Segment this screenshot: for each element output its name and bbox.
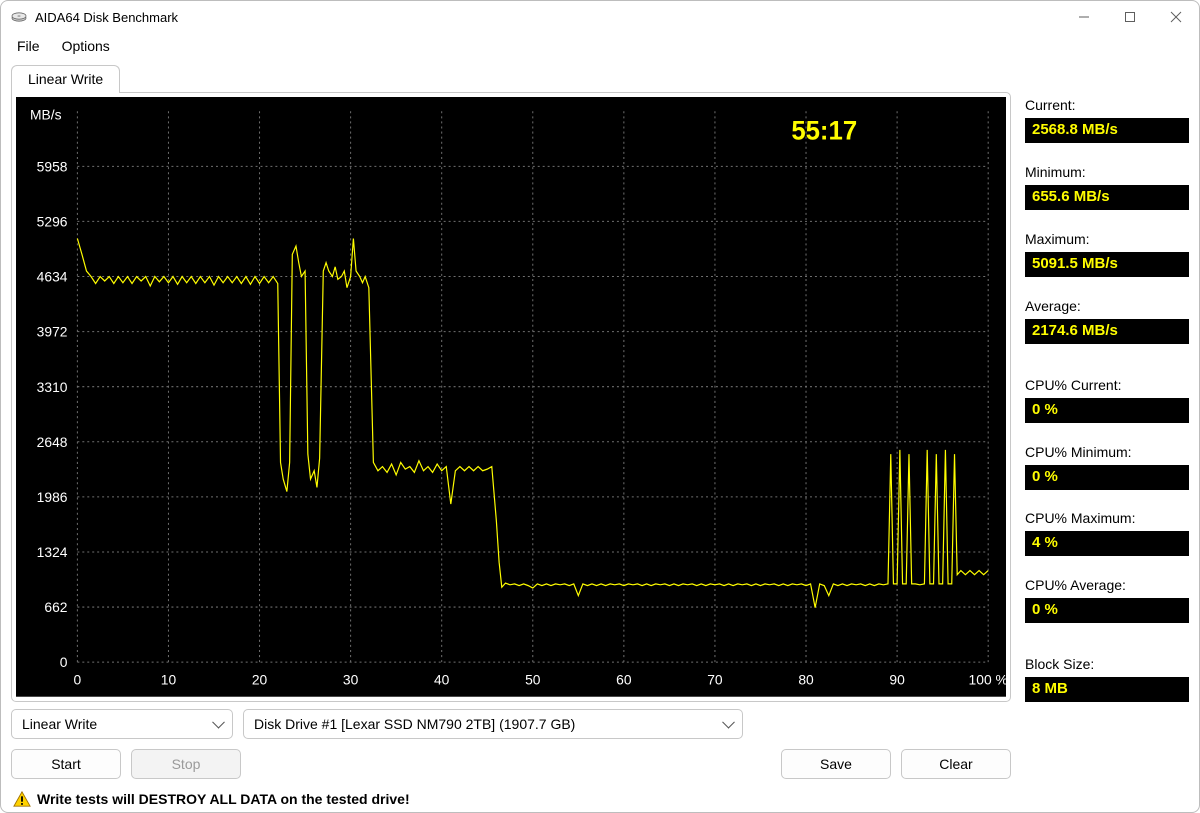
stat-cpu-maximum-label: CPU% Maximum:	[1025, 509, 1189, 527]
svg-text:0: 0	[74, 672, 82, 688]
svg-text:90: 90	[889, 672, 905, 688]
close-button[interactable]	[1153, 1, 1199, 33]
warning-text: Write tests will DESTROY ALL DATA on the…	[37, 791, 410, 807]
stat-cpu-minimum-label: CPU% Minimum:	[1025, 443, 1189, 461]
menu-file[interactable]: File	[7, 36, 50, 56]
start-button[interactable]: Start	[11, 749, 121, 779]
stats-panel: Current: 2568.8 MB/s Minimum: 655.6 MB/s…	[1025, 64, 1189, 702]
svg-text:1324: 1324	[37, 544, 68, 560]
stat-average-value: 2174.6 MB/s	[1025, 319, 1189, 344]
clear-button[interactable]: Clear	[901, 749, 1011, 779]
controls-row: Linear Write Disk Drive #1 [Lexar SSD NM…	[11, 702, 1189, 786]
titlebar[interactable]: AIDA64 Disk Benchmark	[1, 1, 1199, 33]
svg-text:70: 70	[707, 672, 723, 688]
stat-cpu-minimum-value: 0 %	[1025, 465, 1189, 490]
stat-minimum-value: 655.6 MB/s	[1025, 185, 1189, 210]
warning-bar: Write tests will DESTROY ALL DATA on the…	[11, 786, 1189, 812]
svg-text:55:17: 55:17	[791, 116, 857, 146]
stat-cpu-average-label: CPU% Average:	[1025, 576, 1189, 594]
svg-text:5958: 5958	[37, 159, 68, 175]
stat-cpu-maximum-value: 4 %	[1025, 531, 1189, 556]
stat-minimum-label: Minimum:	[1025, 163, 1189, 181]
stat-current-label: Current:	[1025, 96, 1189, 114]
svg-text:0: 0	[60, 654, 68, 670]
svg-text:3972: 3972	[37, 324, 68, 340]
menu-options[interactable]: Options	[52, 36, 120, 56]
menubar: File Options	[1, 33, 1199, 58]
stat-maximum-value: 5091.5 MB/s	[1025, 252, 1189, 277]
save-button[interactable]: Save	[781, 749, 891, 779]
svg-text:40: 40	[434, 672, 450, 688]
svg-text:80: 80	[798, 672, 814, 688]
window-frame: AIDA64 Disk Benchmark File Options Linea…	[0, 0, 1200, 813]
stat-cpu-average-value: 0 %	[1025, 598, 1189, 623]
stop-button[interactable]: Stop	[131, 749, 241, 779]
svg-text:1986: 1986	[37, 489, 68, 505]
chart-zone: Linear Write 0 662 1324 1986 2648 3310 3972 463…	[11, 64, 1011, 702]
benchmark-chart: 0 662 1324 1986 2648 3310 3972 4634 5296 5958 0 10 2…	[16, 97, 1006, 697]
svg-text:3310: 3310	[37, 379, 68, 395]
client-area: Linear Write 0 662 1324 1986 2648 3310 3972 463…	[1, 58, 1199, 812]
svg-text:MB/s: MB/s	[30, 106, 62, 122]
svg-text:50: 50	[525, 672, 541, 688]
svg-text:60: 60	[616, 672, 632, 688]
stat-block-size-label: Block Size:	[1025, 655, 1189, 673]
stat-cpu-current-value: 0 %	[1025, 398, 1189, 423]
stat-current-value: 2568.8 MB/s	[1025, 118, 1189, 143]
svg-text:20: 20	[252, 672, 268, 688]
test-type-select[interactable]: Linear Write	[11, 709, 233, 739]
stat-cpu-current-label: CPU% Current:	[1025, 376, 1189, 394]
svg-text:2648: 2648	[37, 434, 68, 450]
svg-text:10: 10	[161, 672, 177, 688]
tab-linear-write[interactable]: Linear Write	[11, 65, 120, 93]
tabstrip: Linear Write	[11, 64, 1011, 92]
app-icon	[11, 9, 27, 25]
stat-block-size-value: 8 MB	[1025, 677, 1189, 702]
warning-icon	[13, 790, 31, 808]
svg-text:662: 662	[44, 599, 67, 615]
window-title: AIDA64 Disk Benchmark	[35, 10, 178, 25]
drive-select[interactable]: Disk Drive #1 [Lexar SSD NM790 2TB] (190…	[243, 709, 743, 739]
svg-text:5296: 5296	[37, 214, 68, 230]
stat-average-label: Average:	[1025, 297, 1189, 315]
svg-text:4634: 4634	[37, 269, 68, 285]
svg-text:100 %: 100 %	[969, 672, 1006, 688]
minimize-button[interactable]	[1061, 1, 1107, 33]
maximize-button[interactable]	[1107, 1, 1153, 33]
chart-frame: 0 662 1324 1986 2648 3310 3972 4634 5296 5958 0 10 2…	[11, 92, 1011, 702]
stat-maximum-label: Maximum:	[1025, 230, 1189, 248]
svg-text:30: 30	[343, 672, 359, 688]
